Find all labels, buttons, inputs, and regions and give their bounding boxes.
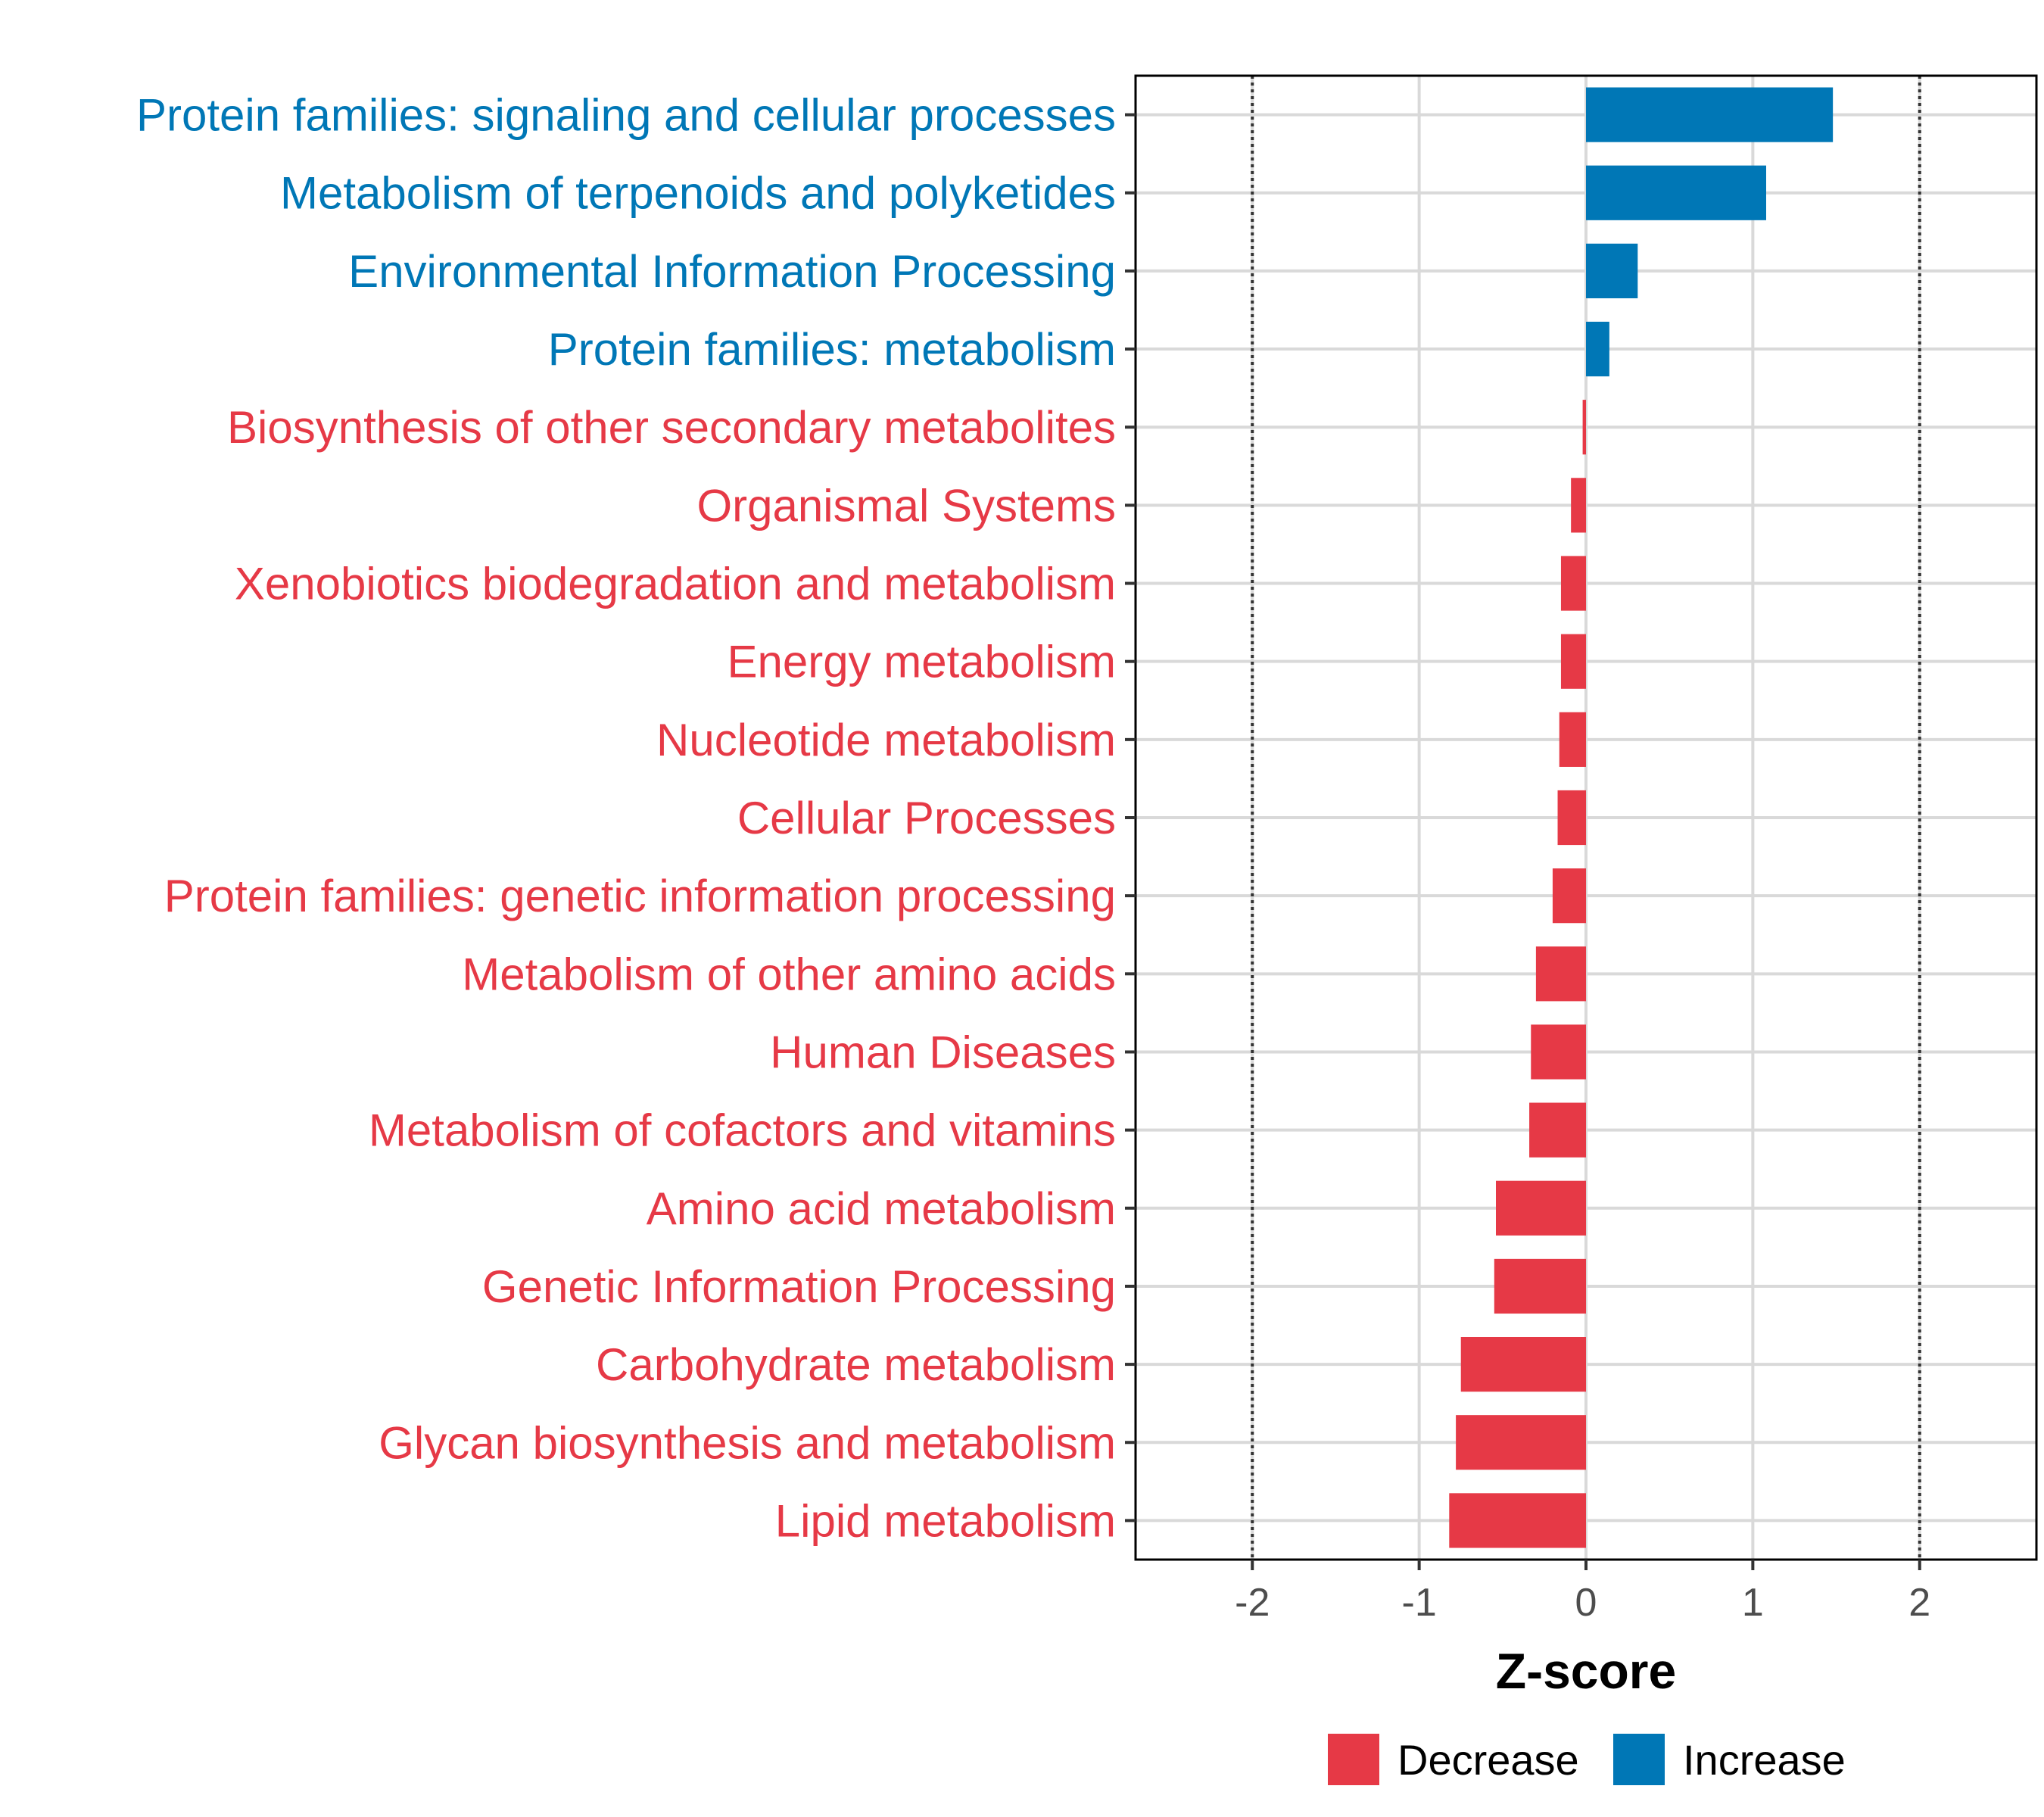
category-label: Metabolism of other amino acids <box>462 949 1116 999</box>
bar <box>1559 712 1586 767</box>
x-tick-label: 1 <box>1742 1581 1764 1625</box>
bar <box>1586 165 1766 220</box>
bar <box>1535 946 1586 1002</box>
bar <box>1531 1024 1586 1080</box>
x-tick-label: -2 <box>1235 1581 1270 1625</box>
y-axis-category-labels: Protein families: signaling and cellular… <box>136 90 1116 1547</box>
bars-layer <box>1449 87 1834 1548</box>
bar <box>1571 478 1586 533</box>
category-label: Organismal Systems <box>697 480 1116 531</box>
category-label: Protein families: metabolism <box>548 324 1116 375</box>
reference-lines <box>1251 76 1921 1560</box>
category-label: Biosynthesis of other secondary metaboli… <box>227 402 1116 453</box>
category-label: Energy metabolism <box>727 637 1116 687</box>
category-label: Carbohydrate metabolism <box>596 1339 1116 1390</box>
bar <box>1582 400 1586 455</box>
bar <box>1494 1258 1586 1314</box>
bar <box>1560 556 1586 611</box>
legend: Decrease Increase <box>1328 1734 1846 1785</box>
category-label: Cellular Processes <box>737 793 1116 843</box>
bar <box>1449 1493 1586 1548</box>
category-label: Lipid metabolism <box>775 1495 1116 1546</box>
category-label: Amino acid metabolism <box>647 1183 1116 1234</box>
category-label: Nucleotide metabolism <box>656 715 1116 765</box>
x-axis-ticks: -2 -1 0 1 2 <box>1235 1560 1930 1625</box>
bar <box>1560 634 1586 689</box>
category-label: Protein families: signaling and cellular… <box>136 90 1116 141</box>
y-axis-ticks <box>1125 113 1136 1522</box>
bar <box>1529 1102 1586 1158</box>
bar <box>1557 790 1586 846</box>
category-label: Protein families: genetic information pr… <box>164 871 1116 921</box>
x-tick-label: 2 <box>1908 1581 1930 1625</box>
category-label: Genetic Information Processing <box>482 1261 1116 1312</box>
bar <box>1496 1180 1586 1236</box>
bar <box>1586 243 1638 298</box>
legend-key-decrease <box>1328 1734 1379 1785</box>
category-label: Metabolism of cofactors and vitamins <box>369 1105 1116 1156</box>
bar <box>1586 87 1834 142</box>
category-label: Xenobiotics biodegradation and metabolis… <box>235 559 1116 609</box>
category-label: Glycan biosynthesis and metabolism <box>379 1417 1116 1468</box>
bar <box>1552 868 1586 924</box>
category-label: Environmental Information Processing <box>348 246 1116 297</box>
category-label: Metabolism of terpenoids and polyketides <box>280 168 1116 219</box>
legend-label-decrease: Decrease <box>1397 1736 1579 1784</box>
bar <box>1460 1337 1586 1392</box>
legend-key-increase <box>1613 1734 1665 1785</box>
legend-label-increase: Increase <box>1683 1736 1846 1784</box>
category-label: Human Diseases <box>770 1027 1116 1077</box>
bar <box>1586 321 1609 377</box>
x-tick-label: -1 <box>1402 1581 1437 1625</box>
bar <box>1456 1415 1586 1470</box>
x-tick-label: 0 <box>1575 1581 1597 1625</box>
x-axis-title: Z-score <box>1496 1643 1676 1699</box>
